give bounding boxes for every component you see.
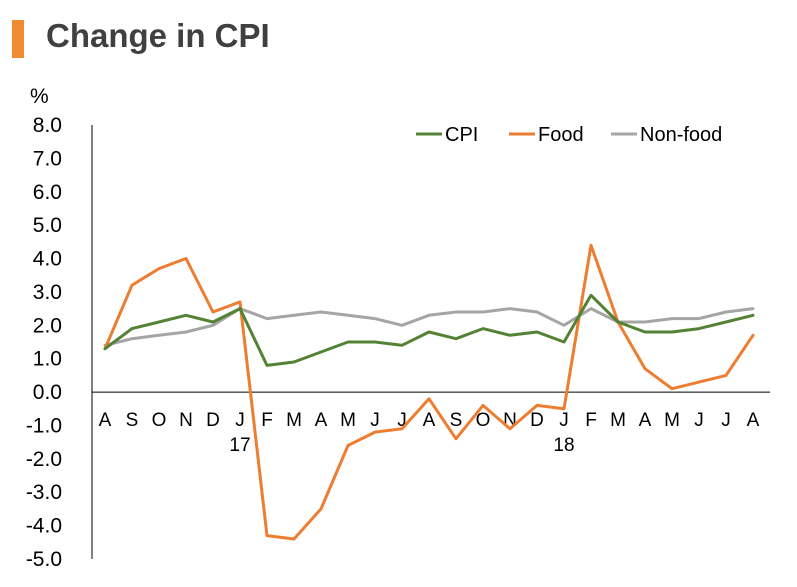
y-tick-label: 5.0 xyxy=(33,214,62,237)
y-tick-label: 4.0 xyxy=(33,248,62,271)
x-tick-label: J xyxy=(235,410,245,431)
x-tick-label: A xyxy=(99,410,112,431)
y-tick-label: 7.0 xyxy=(33,147,62,170)
y-tick-label: 1.0 xyxy=(33,348,62,371)
x-tick-label: J xyxy=(721,410,731,431)
title-accent-bar xyxy=(12,20,24,58)
y-tick-label: 0.0 xyxy=(33,381,62,404)
y-tick-label: 3.0 xyxy=(33,281,62,304)
x-tick-label: M xyxy=(610,410,626,431)
y-tick-label: -4.0 xyxy=(26,515,62,538)
x-tick-label: M xyxy=(286,410,302,431)
chart-title: Change in CPI xyxy=(46,17,270,54)
x-tick-label: S xyxy=(126,410,139,431)
x-year-label: 17 xyxy=(229,435,250,456)
y-tick-label: 2.0 xyxy=(33,314,62,337)
x-tick-label: A xyxy=(315,410,328,431)
y-axis-label: % xyxy=(30,85,49,108)
legend-label-non-food: Non-food xyxy=(640,124,722,146)
x-tick-label: M xyxy=(340,410,356,431)
x-tick-label: S xyxy=(450,410,463,431)
x-tick-label: F xyxy=(261,410,273,431)
series-line-non-food xyxy=(103,307,755,347)
series-line-food xyxy=(103,243,755,541)
x-tick-label: A xyxy=(747,410,760,431)
x-tick-label: J xyxy=(694,410,704,431)
x-tick-label: M xyxy=(664,410,680,431)
x-tick-label: D xyxy=(530,410,544,431)
x-tick-label: N xyxy=(179,410,193,431)
x-tick-label: F xyxy=(585,410,597,431)
x-year-label: 18 xyxy=(553,435,574,456)
x-tick-label: O xyxy=(152,410,167,431)
legend-label-food: Food xyxy=(538,124,584,146)
y-tick-label: -3.0 xyxy=(26,481,62,504)
y-tick-label: -5.0 xyxy=(26,548,62,571)
x-tick-label: O xyxy=(476,410,491,431)
x-tick-label: A xyxy=(423,410,436,431)
series-line-cpi xyxy=(103,293,755,367)
x-tick-label: J xyxy=(370,410,380,431)
legend-label-cpi: CPI xyxy=(445,124,478,146)
y-tick-label: 6.0 xyxy=(33,181,62,204)
x-tick-label: J xyxy=(397,410,407,431)
x-tick-label: J xyxy=(559,410,569,431)
x-tick-label: D xyxy=(206,410,220,431)
y-tick-label: -1.0 xyxy=(26,414,62,437)
y-tick-label: -2.0 xyxy=(26,448,62,471)
y-tick-label: 8.0 xyxy=(33,114,62,137)
x-tick-label: A xyxy=(639,410,652,431)
